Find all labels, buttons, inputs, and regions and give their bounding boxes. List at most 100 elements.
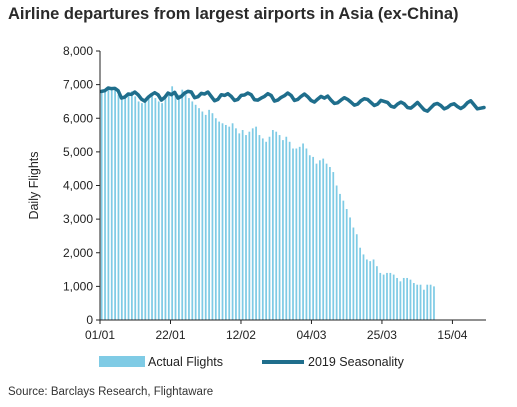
- y-tick-label: 5,000: [63, 145, 93, 159]
- bar-actual-flights: [379, 272, 382, 320]
- bar-actual-flights: [426, 284, 429, 320]
- bar-actual-flights: [245, 135, 247, 320]
- bar-actual-flights: [171, 86, 174, 321]
- x-tick-label: 15/04: [437, 328, 467, 342]
- bar-actual-flights: [178, 94, 180, 321]
- y-tick-label: 7,000: [63, 78, 93, 92]
- bar-actual-flights: [191, 101, 194, 320]
- line-series-2019-seasonality: [99, 86, 486, 113]
- bar-actual-flights: [382, 274, 385, 320]
- bar-actual-flights: [355, 234, 358, 320]
- bar-actual-flights: [157, 101, 160, 320]
- bar-actual-flights: [429, 284, 432, 320]
- bar-actual-flights: [365, 259, 368, 320]
- y-tick-label: 2,000: [63, 246, 93, 260]
- y-tick-label: 3,000: [63, 212, 93, 226]
- y-tick-label: 6,000: [63, 111, 93, 125]
- bar-actual-flights: [151, 94, 153, 321]
- bar-actual-flights: [127, 94, 130, 321]
- bar-actual-flights: [295, 148, 298, 320]
- bar-actual-flights: [312, 156, 315, 320]
- bar-actual-flights: [198, 108, 200, 320]
- legend-swatch-actual-flights: [99, 356, 145, 367]
- bar-actual-flights: [335, 185, 338, 320]
- y-tick-label: 8,000: [63, 44, 93, 58]
- bar-actual-flights: [114, 87, 116, 320]
- y-tick-label: 1,000: [63, 279, 93, 293]
- bar-actual-flights: [231, 123, 234, 320]
- bar-actual-flights: [208, 109, 210, 320]
- bar-actual-flights: [402, 277, 405, 320]
- bar-actual-flights: [282, 140, 284, 320]
- bar-actual-flights: [278, 135, 281, 320]
- bar-actual-flights: [147, 96, 150, 320]
- bar-actual-flights: [268, 136, 271, 320]
- bar-actual-flights: [285, 136, 288, 320]
- bar-actual-flights: [104, 89, 106, 320]
- bar-series-actual-flights: [100, 86, 435, 321]
- bar-actual-flights: [271, 130, 274, 320]
- bar-actual-flights: [228, 126, 231, 320]
- bar-actual-flights: [167, 93, 170, 320]
- bar-actual-flights: [288, 141, 291, 320]
- bar-actual-flights: [352, 227, 355, 320]
- bar-actual-flights: [134, 96, 137, 320]
- bar-actual-flights: [399, 281, 402, 320]
- bar-actual-flights: [298, 146, 301, 320]
- bar-actual-flights: [164, 98, 167, 320]
- bar-actual-flights: [224, 124, 227, 320]
- bar-actual-flights: [329, 167, 331, 320]
- x-tick-label: 12/02: [226, 328, 256, 342]
- bar-actual-flights: [154, 98, 157, 320]
- bar-actual-flights: [265, 141, 268, 320]
- bar-actual-flights: [124, 96, 127, 320]
- x-ticks: 01/01 22/01 12/02 04/03 25/03 15/04: [85, 320, 468, 342]
- bar-actual-flights: [107, 87, 110, 320]
- bar-actual-flights: [261, 138, 264, 320]
- bar-actual-flights: [386, 272, 388, 320]
- bar-actual-flights: [221, 123, 224, 320]
- bar-actual-flights: [201, 111, 204, 321]
- bar-actual-flights: [423, 289, 425, 320]
- source-note: Source: Barclays Research, Flightaware: [8, 386, 214, 398]
- chart-title: Airline departures from largest airports…: [8, 5, 459, 23]
- bar-actual-flights: [292, 148, 294, 320]
- bar-actual-flights: [349, 217, 351, 320]
- legend-label-2019-seasonality: 2019 Seasonality: [308, 355, 405, 369]
- bar-actual-flights: [204, 114, 207, 320]
- bar-actual-flights: [342, 200, 345, 320]
- x-tick-label: 22/01: [155, 328, 185, 342]
- bar-actual-flights: [258, 135, 261, 320]
- bar-actual-flights: [433, 286, 435, 320]
- bar-actual-flights: [184, 93, 187, 320]
- bar-actual-flights: [305, 148, 308, 320]
- bar-actual-flights: [308, 155, 311, 320]
- y-tick-label: 4,000: [63, 179, 93, 193]
- bar-actual-flights: [416, 284, 419, 320]
- bar-actual-flights: [181, 89, 184, 320]
- bar-actual-flights: [376, 266, 378, 320]
- bar-actual-flights: [396, 277, 398, 320]
- y-tick-label: 0: [86, 313, 93, 327]
- bar-actual-flights: [325, 163, 328, 320]
- bar-actual-flights: [255, 126, 257, 320]
- y-ticks: 0 1,000 2,000 3,000 4,000 5,000 6,000 7,000 8,00…: [63, 44, 100, 327]
- bar-actual-flights: [131, 91, 133, 320]
- bar-actual-flights: [362, 254, 365, 320]
- bar-actual-flights: [406, 277, 408, 320]
- x-tick-label: 04/03: [296, 328, 326, 342]
- bar-actual-flights: [211, 113, 214, 320]
- bar-actual-flights: [174, 91, 177, 320]
- bar-actual-flights: [359, 247, 362, 320]
- bar-actual-flights: [392, 274, 395, 320]
- bar-actual-flights: [235, 128, 237, 320]
- bar-actual-flights: [409, 279, 412, 320]
- bar-actual-flights: [412, 283, 415, 320]
- bar-actual-flights: [117, 94, 120, 321]
- bar-actual-flights: [100, 93, 103, 320]
- bar-actual-flights: [144, 99, 147, 320]
- bar-actual-flights: [369, 261, 372, 320]
- bar-actual-flights: [419, 284, 422, 320]
- bar-actual-flights: [389, 272, 392, 320]
